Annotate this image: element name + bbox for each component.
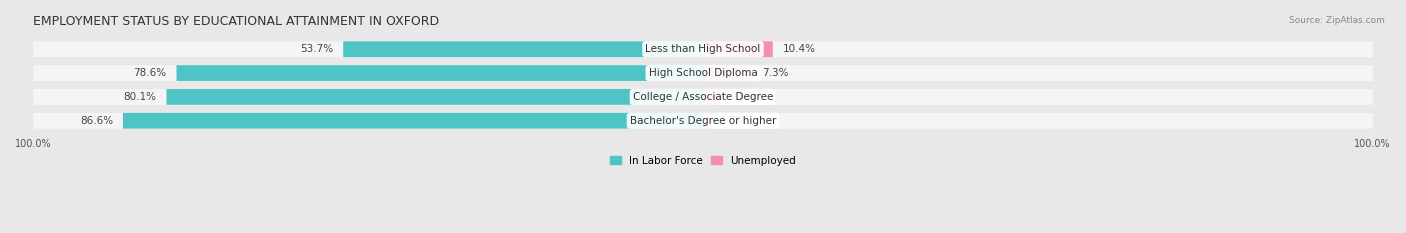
FancyBboxPatch shape <box>122 113 703 129</box>
Text: High School Diploma: High School Diploma <box>648 68 758 78</box>
Text: 7.3%: 7.3% <box>762 68 789 78</box>
Text: 1.0%: 1.0% <box>720 116 747 126</box>
Text: Bachelor's Degree or higher: Bachelor's Degree or higher <box>630 116 776 126</box>
FancyBboxPatch shape <box>343 41 703 57</box>
Text: Less than High School: Less than High School <box>645 44 761 54</box>
Text: 53.7%: 53.7% <box>301 44 333 54</box>
Text: 10.4%: 10.4% <box>783 44 815 54</box>
FancyBboxPatch shape <box>34 113 1372 129</box>
FancyBboxPatch shape <box>703 113 710 129</box>
Legend: In Labor Force, Unemployed: In Labor Force, Unemployed <box>606 151 800 170</box>
FancyBboxPatch shape <box>166 89 703 105</box>
FancyBboxPatch shape <box>34 65 1372 81</box>
FancyBboxPatch shape <box>177 65 703 81</box>
FancyBboxPatch shape <box>703 89 720 105</box>
Text: 78.6%: 78.6% <box>134 68 166 78</box>
Text: 2.5%: 2.5% <box>730 92 756 102</box>
FancyBboxPatch shape <box>34 41 1372 57</box>
FancyBboxPatch shape <box>703 41 773 57</box>
FancyBboxPatch shape <box>34 89 1372 105</box>
Text: 86.6%: 86.6% <box>80 116 112 126</box>
Text: 80.1%: 80.1% <box>124 92 156 102</box>
Text: EMPLOYMENT STATUS BY EDUCATIONAL ATTAINMENT IN OXFORD: EMPLOYMENT STATUS BY EDUCATIONAL ATTAINM… <box>34 15 440 28</box>
Text: Source: ZipAtlas.com: Source: ZipAtlas.com <box>1289 16 1385 25</box>
FancyBboxPatch shape <box>703 65 752 81</box>
Text: College / Associate Degree: College / Associate Degree <box>633 92 773 102</box>
